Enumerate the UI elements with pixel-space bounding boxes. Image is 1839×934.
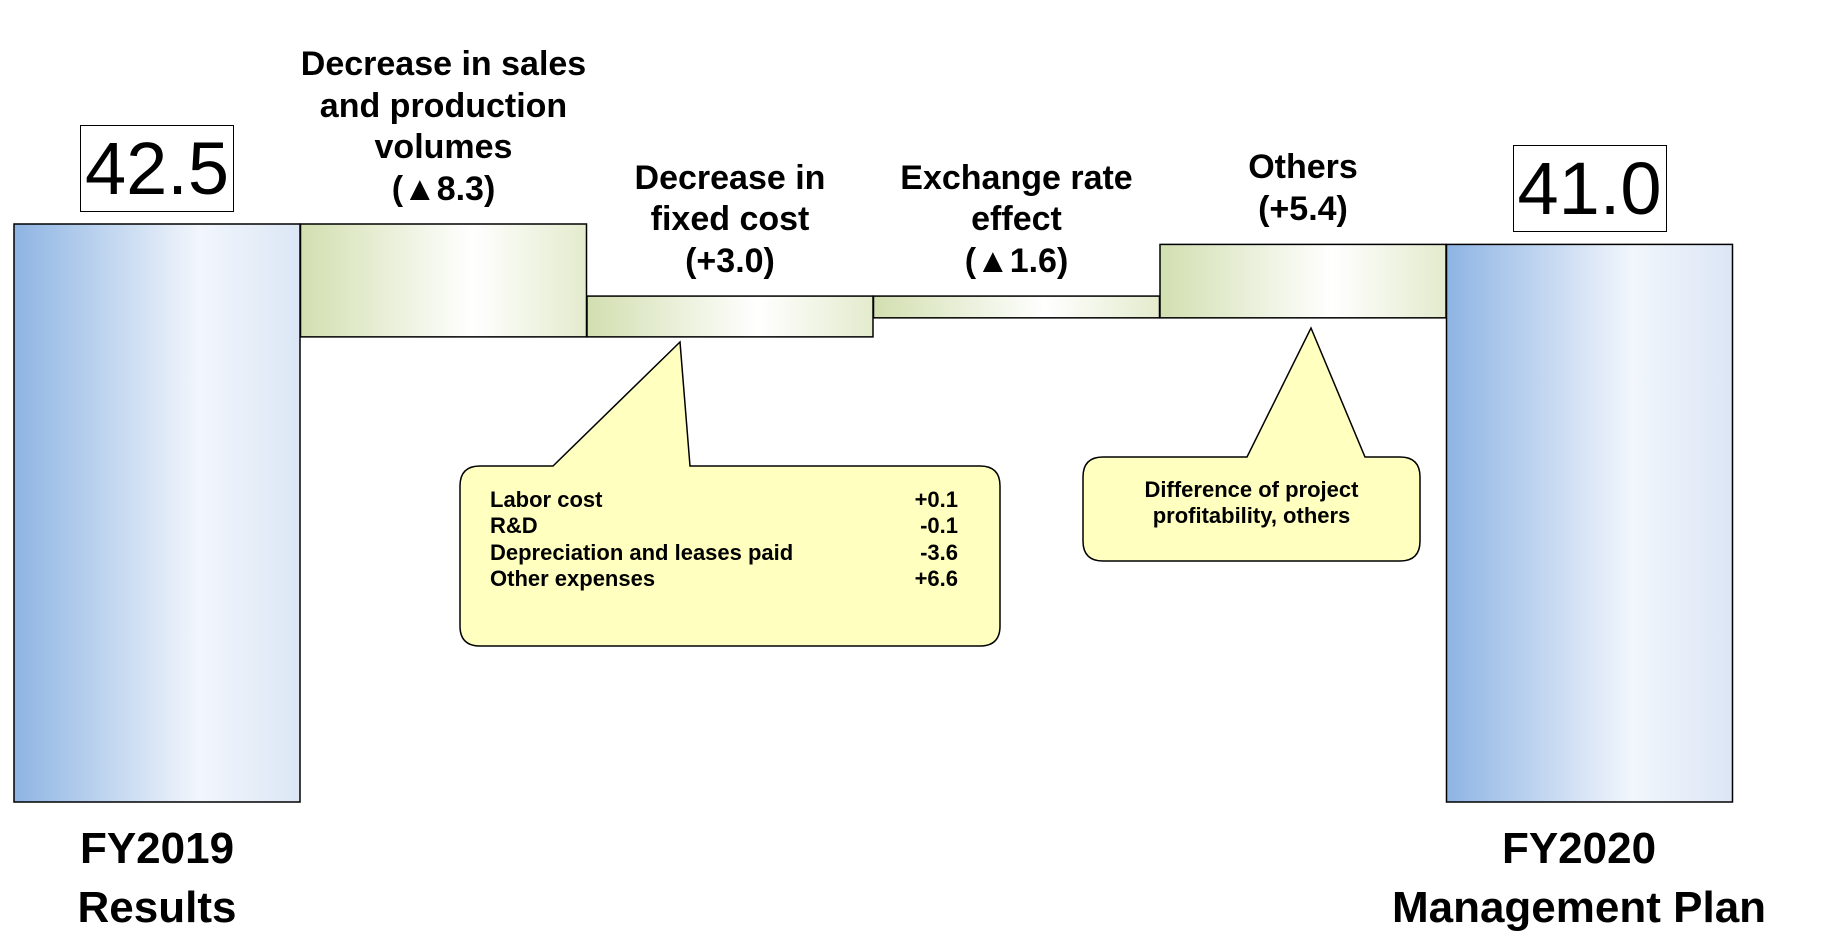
category-label: Decrease in fixed cost bbox=[634, 158, 826, 239]
callout-text: Difference of project profitability, oth… bbox=[1144, 477, 1359, 529]
category-label: FY2019 Results bbox=[77, 824, 237, 932]
category-label: FY2020 Management Plan bbox=[1391, 824, 1767, 932]
callout-row: Labor cost +0.1 bbox=[490, 487, 958, 513]
step-bar bbox=[872, 295, 1161, 319]
value-label: 41.0 bbox=[1512, 145, 1667, 233]
callout-row: R&D -0.1 bbox=[490, 513, 958, 539]
callout-row: Other expenses +6.6 bbox=[490, 566, 958, 592]
callout-item: R&D bbox=[490, 513, 538, 539]
category-label: Decrease in sales and production volumes bbox=[300, 45, 587, 167]
callout-box bbox=[1082, 326, 1421, 562]
value-label: (+5.4) bbox=[1258, 189, 1348, 228]
callout-box bbox=[459, 340, 1001, 647]
callout-item: Depreciation and leases paid bbox=[490, 539, 794, 565]
total-bar bbox=[13, 223, 301, 803]
value-label: (▲8.3) bbox=[391, 169, 496, 208]
category-label: Exchange rate effect bbox=[900, 158, 1133, 239]
step-bar bbox=[586, 295, 874, 338]
category-group: Decrease in fixed cost (+3.0) bbox=[580, 158, 880, 282]
total-bar bbox=[1445, 243, 1734, 803]
value-label: 42.5 bbox=[80, 125, 235, 213]
callout-value: +0.1 bbox=[914, 487, 958, 512]
step-bar bbox=[1159, 243, 1447, 319]
callout-value: -0.1 bbox=[920, 513, 958, 539]
category-label: Others bbox=[1248, 148, 1358, 187]
callout-value: -3.6 bbox=[920, 539, 958, 565]
value-label: (+3.0) bbox=[685, 241, 775, 280]
callout-row: Depreciation and leases paid -3.6 bbox=[490, 540, 958, 566]
callout-item: Labor cost bbox=[490, 487, 603, 512]
category-group: Decrease in sales and production volumes… bbox=[294, 44, 594, 210]
callout-item: Other expenses bbox=[490, 566, 656, 592]
step-bar bbox=[299, 223, 588, 338]
callout-table: Labor cost +0.1 R&D -0.1 Depreciation and le… bbox=[490, 487, 958, 593]
callout-value: +6.6 bbox=[914, 566, 958, 592]
category-group: Exchange rate effect (▲1.6) bbox=[867, 158, 1167, 282]
category-group: Others (+5.4) bbox=[1153, 147, 1453, 230]
value-label: (▲1.6) bbox=[964, 241, 1069, 280]
